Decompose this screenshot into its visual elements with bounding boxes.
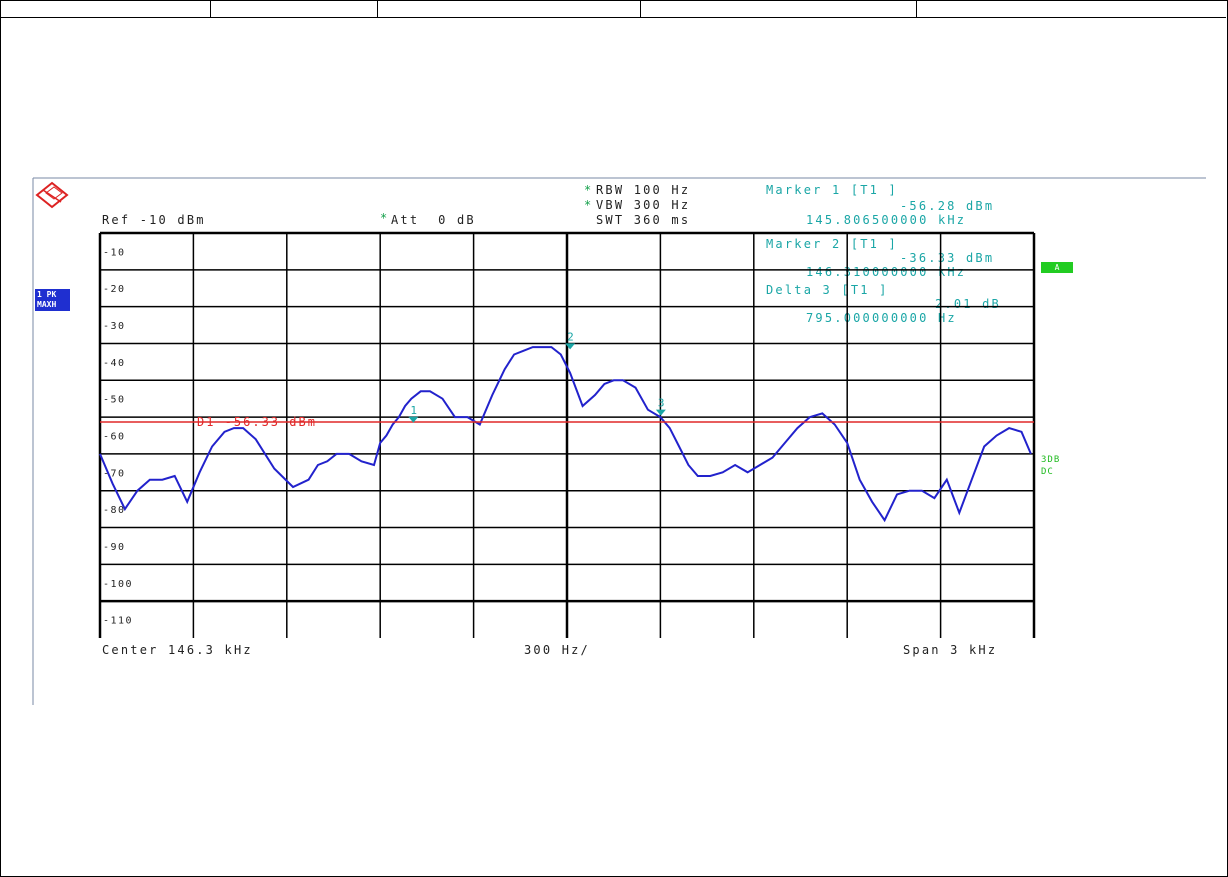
marker-triangle <box>565 343 576 350</box>
rbw-star: * <box>584 183 592 197</box>
vbw-label: VBW 300 Hz <box>596 198 691 212</box>
delta3-freq: 795.000000000 Hz <box>806 311 957 325</box>
spectrum-trace <box>99 346 1032 523</box>
center-freq-label: Center 146.3 kHz <box>102 643 253 657</box>
marker1-freq: 145.806500000 kHz <box>806 213 967 227</box>
marker-triangle <box>655 409 666 416</box>
y-tick-label: -40 <box>103 358 126 369</box>
table-cell <box>378 0 641 17</box>
marker2-freq: 146.310000000 kHz <box>806 265 967 279</box>
table-cell <box>641 0 917 17</box>
trace-badge-line1: 1 PK <box>37 290 57 299</box>
y-tick-label: -30 <box>103 321 126 332</box>
y-tick-label: -10 <box>103 247 126 258</box>
marker1-title: Marker 1 [T1 ] <box>766 183 898 197</box>
y-tick-label: -110 <box>103 616 133 627</box>
y-tick-label: -80 <box>103 505 126 516</box>
vbw-star: * <box>584 198 592 212</box>
y-tick-label: -50 <box>103 395 126 406</box>
trace-badge-line2: MAXH <box>37 300 57 309</box>
att-star: * <box>380 211 388 225</box>
y-tick-label: -60 <box>103 432 126 443</box>
right-label-3db: 3DB <box>1041 455 1061 465</box>
y-tick-label: -70 <box>103 468 126 479</box>
rbw-label: RBW 100 Hz <box>596 183 691 197</box>
marker-label: 2 <box>567 330 574 343</box>
trace-mode-badge: 1 PK MAXH <box>35 289 70 311</box>
marker1-level: -56.28 dBm <box>900 199 995 213</box>
marker-label: 1 <box>410 404 417 417</box>
right-label-dc: DC <box>1041 467 1054 477</box>
marker-label: 3 <box>658 397 665 410</box>
marker-triangle <box>408 416 419 423</box>
display-line-label: D1 -56.33 dBm <box>197 415 317 429</box>
rohde-schwarz-logo-icon <box>35 181 69 209</box>
y-tick-label: -90 <box>103 542 126 553</box>
span-label: Span 3 kHz <box>903 643 998 657</box>
table-cell <box>0 0 211 17</box>
marker2-title: Marker 2 [T1 ] <box>766 237 898 251</box>
ref-level-label: Ref -10 dBm <box>102 213 206 227</box>
y-tick-label: -20 <box>103 284 126 295</box>
table-header-row <box>0 0 1226 18</box>
trace-a-badge: A <box>1041 262 1073 273</box>
swt-label: SWT 360 ms <box>596 213 691 227</box>
freq-per-div-label: 300 Hz/ <box>524 643 590 657</box>
att-label: Att 0 dB <box>391 213 476 227</box>
delta3-level: 2.01 dB <box>935 297 1001 311</box>
y-tick-label: -100 <box>103 579 133 590</box>
table-cell <box>211 0 378 17</box>
